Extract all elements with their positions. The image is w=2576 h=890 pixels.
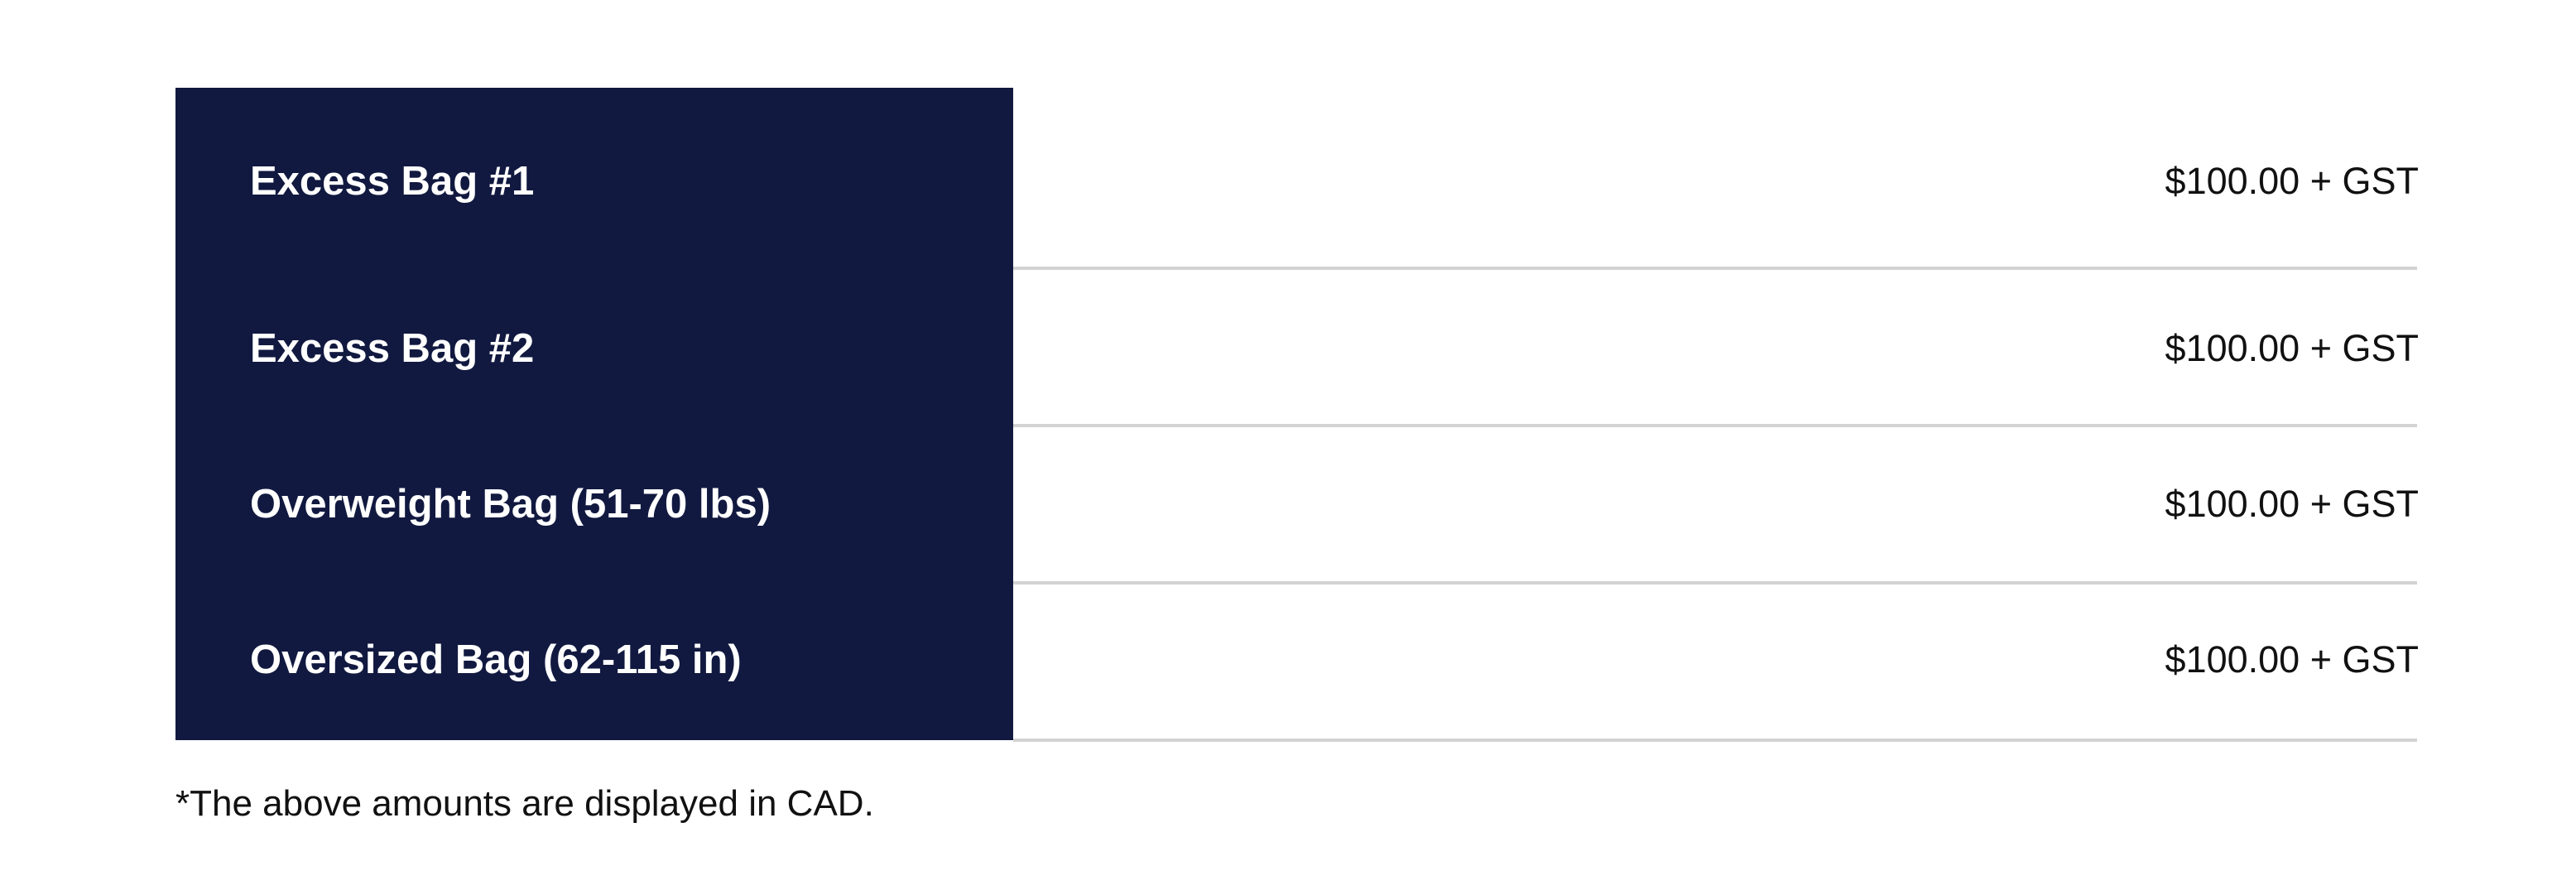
row-divider: [1013, 738, 2417, 742]
row-divider: [1013, 581, 2417, 585]
currency-footnote: *The above amounts are displayed in CAD.: [175, 783, 874, 824]
fee-price: $100.00 + GST: [2165, 327, 2419, 369]
fee-label: Oversized Bag (62-115 in): [250, 637, 742, 682]
fee-price: $100.00 + GST: [2165, 160, 2419, 202]
fee-price: $100.00 + GST: [2165, 483, 2419, 525]
fee-price: $100.00 + GST: [2165, 638, 2419, 681]
fee-label: Excess Bag #2: [250, 326, 535, 371]
fee-label: Excess Bag #1: [250, 159, 535, 204]
row-divider: [1013, 424, 2417, 427]
fee-labels-panel: [175, 88, 1013, 740]
fee-label: Overweight Bag (51-70 lbs): [250, 482, 771, 527]
row-divider: [1013, 267, 2417, 270]
